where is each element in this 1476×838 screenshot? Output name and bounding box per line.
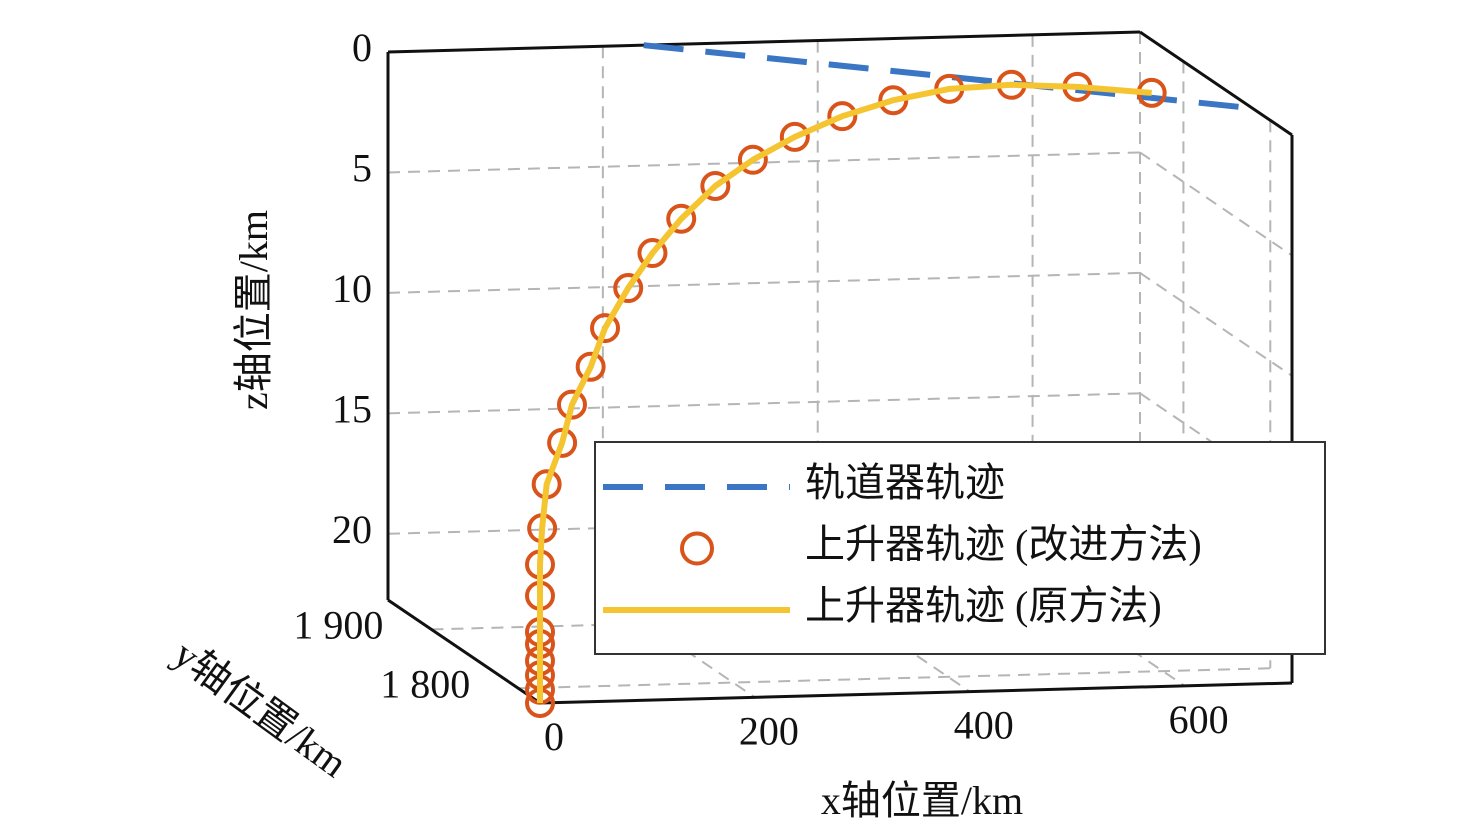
- x-axis-title: x轴位置/km: [821, 778, 1023, 823]
- marker: [575, 351, 606, 382]
- marker: [556, 389, 587, 420]
- grid-line: [387, 392, 1141, 415]
- z-tick-label: 20: [332, 507, 372, 552]
- trajectory-line: [537, 81, 1152, 703]
- grid-line: [387, 271, 1141, 294]
- marker: [666, 203, 697, 234]
- marker: [779, 121, 810, 152]
- y-tick-label: 1 800: [380, 661, 470, 706]
- marker: [737, 144, 768, 175]
- orbiter-line: [643, 42, 1251, 111]
- axis-line: [387, 598, 541, 705]
- grid-line: [1139, 151, 1293, 257]
- plot-area: [525, 42, 1251, 718]
- marker: [613, 273, 644, 304]
- grid-line: [518, 667, 1271, 690]
- y-tick-label: 1 900: [293, 603, 383, 648]
- x-tick-label: 600: [1169, 697, 1229, 742]
- legend-box: [594, 441, 1326, 655]
- x-tick-label: 400: [954, 703, 1014, 748]
- marker: [590, 313, 621, 344]
- legend-label: 轨道器轨迹: [805, 460, 1005, 505]
- axis-line: [1139, 30, 1293, 137]
- y-axis-title: y轴位置/km: [166, 631, 356, 786]
- z-axis-title: z轴位置/km: [231, 210, 276, 410]
- marker: [700, 171, 731, 202]
- grid-line: [387, 151, 1141, 174]
- axis-line: [387, 30, 1141, 54]
- z-tick-label: 15: [332, 386, 372, 431]
- marker: [827, 101, 858, 132]
- x-tick-label: 0: [544, 714, 564, 759]
- z-tick-label: 0: [352, 25, 372, 70]
- marker: [637, 238, 668, 269]
- legend-marker: [680, 531, 714, 566]
- grid-line: [1139, 272, 1293, 377]
- marker: [547, 427, 578, 458]
- legend-label: 上升器轨迹 (原方法): [805, 583, 1162, 628]
- x-tick-label: 200: [739, 708, 799, 753]
- legend-label: 上升器轨迹 (改进方法): [805, 522, 1202, 567]
- z-tick-label: 5: [352, 146, 372, 191]
- z-tick-label: 10: [332, 266, 372, 311]
- axes-box: [386, 30, 1294, 705]
- axis-line: [539, 681, 1293, 705]
